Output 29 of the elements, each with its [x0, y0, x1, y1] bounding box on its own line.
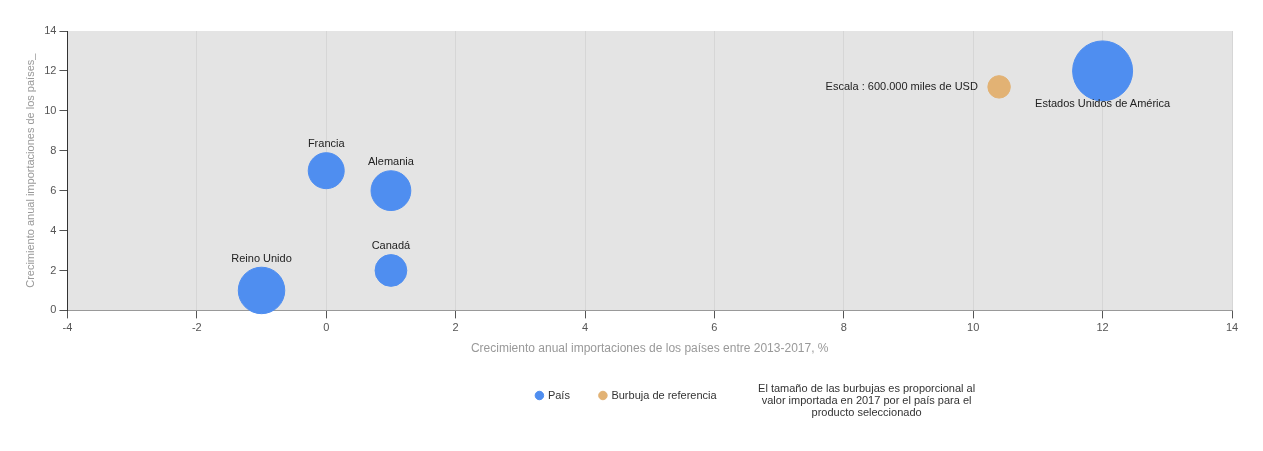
x-tick-label: 8 [840, 321, 847, 334]
legend-label: Burbuja de referencia [611, 388, 718, 401]
y-tick-label: 8 [50, 143, 57, 156]
annotation: Estados Unidos de América [1035, 96, 1172, 109]
x-tick-label: 2 [452, 321, 459, 334]
x-axis-title: Crecimiento anual importaciones de los países entre 2013-2017, % [470, 341, 829, 356]
annotation: Escala : 600.000 miles de USD [825, 79, 978, 92]
annotation: Canadá [371, 238, 412, 251]
y-tick-label: 10 [44, 103, 57, 116]
x-tick-label: 6 [711, 321, 718, 334]
y-tick-label: 6 [50, 183, 57, 196]
x-tick-label: -4 [62, 321, 73, 334]
x-tick-label: 14 [1225, 321, 1239, 334]
y-tick-label: 14 [44, 24, 57, 37]
legend-label: País [547, 388, 571, 401]
annotation: Reino Unido [231, 252, 292, 265]
y-tick-label: 0 [50, 303, 57, 316]
x-tick-label: 0 [323, 321, 330, 334]
y-tick-label: 4 [50, 223, 57, 236]
x-tick-label: 10 [967, 321, 980, 334]
x-tick-label: 4 [581, 321, 589, 334]
annotation: Francia [307, 136, 346, 149]
y-tick-label: 2 [50, 263, 57, 276]
y-tick-label: 12 [44, 63, 57, 76]
y-axis-title: Crecimiento anual importaciones de los países_ [23, 52, 36, 288]
text: El tamaño de las burbujas es proporcional al valor importada en 2017 por el país para el producto seleccionado [758, 381, 976, 418]
x-tick-label: -2 [191, 321, 202, 334]
x-tick-label: 12 [1096, 321, 1109, 334]
annotation: Alemania [368, 155, 415, 168]
